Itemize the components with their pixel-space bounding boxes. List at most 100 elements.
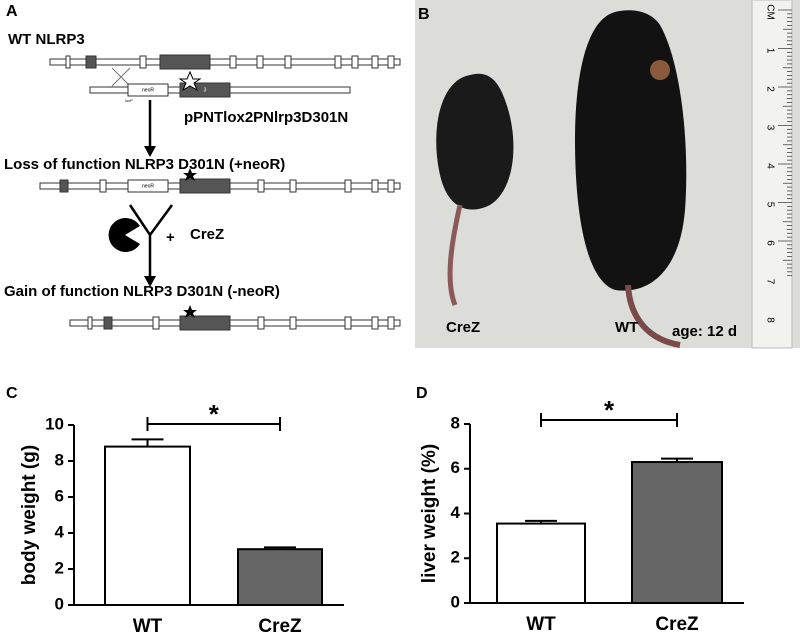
exon — [289, 179, 297, 193]
ruler-label: 8 — [764, 317, 775, 323]
plus-label: + — [166, 229, 175, 246]
y-tick-label: 0 — [55, 594, 64, 613]
panel-label: C — [6, 385, 18, 402]
exon — [387, 179, 395, 193]
gene-vector: neoR 3 loxP — [89, 70, 351, 103]
x-tick-label: WT — [133, 616, 163, 636]
exon — [103, 316, 113, 330]
y-tick-label: 4 — [55, 522, 65, 541]
mouse-tail — [625, 284, 681, 348]
exon — [229, 55, 237, 69]
y-tick-label: 8 — [55, 450, 64, 469]
bar — [237, 548, 323, 607]
exon — [139, 55, 147, 69]
arrowhead — [144, 146, 156, 157]
exon — [371, 316, 379, 330]
cre-icon — [108, 218, 140, 253]
neo-label: neoR — [142, 183, 154, 189]
bar — [496, 522, 586, 604]
diagram-label: Loss of function NLRP3 D301N (+neoR) — [4, 156, 285, 173]
panel-label: A — [6, 3, 18, 20]
lox-label: loxP — [125, 98, 133, 103]
exon — [289, 316, 297, 330]
exon — [371, 55, 379, 69]
exon — [334, 55, 342, 69]
ruler-label: 2 — [764, 86, 775, 92]
mouse-wt — [575, 10, 687, 291]
exon — [85, 55, 97, 69]
ruler-label: 3 — [764, 125, 775, 131]
y-axis-label: liver weight (%) — [419, 444, 440, 583]
significance-bracket — [146, 417, 281, 431]
bar — [631, 461, 723, 604]
ruler-label: 5 — [764, 202, 775, 208]
exon — [99, 179, 107, 193]
ruler-ticks: CM 1 2 3 4 5 6 7 8 — [764, 4, 792, 323]
y-tick-label: 10 — [45, 414, 64, 433]
gene-gain — [69, 305, 401, 331]
gene-line — [49, 58, 401, 66]
significance-label: * — [604, 395, 615, 425]
y-tick-label: 0 — [451, 592, 460, 611]
ruler — [751, 0, 793, 349]
y-tick-label: 6 — [55, 486, 64, 505]
mouse-crez — [436, 73, 514, 210]
y-tick-label: 6 — [451, 458, 460, 477]
exon — [257, 179, 265, 193]
exon — [256, 55, 264, 69]
ruler-label: 7 — [764, 279, 775, 285]
x-tick-label: CreZ — [258, 616, 302, 636]
x-tick-label: WT — [526, 614, 556, 635]
exon — [344, 179, 352, 193]
neo-cassette — [127, 179, 169, 193]
exon — [387, 316, 395, 330]
exon — [371, 179, 379, 193]
y-tick-label: 2 — [451, 548, 460, 567]
significance-bracket — [540, 413, 678, 427]
y-tick-label: 4 — [451, 503, 461, 522]
crossover — [111, 67, 131, 87]
neo-cassette — [127, 83, 169, 97]
neo-label: neoR — [142, 87, 154, 93]
photo-label: age: 12 d — [672, 323, 737, 340]
exon — [87, 316, 93, 330]
exon — [351, 55, 359, 69]
gene-loss: neoR — [39, 168, 401, 194]
cre-label: CreZ — [190, 226, 224, 243]
x-tick-label: CreZ — [655, 614, 699, 635]
exon-label: 3 — [204, 87, 207, 93]
photo-label: WT — [615, 319, 638, 336]
panel-label: D — [416, 385, 428, 402]
exon — [387, 55, 395, 69]
mouse-ear — [650, 60, 670, 80]
y-axis-label: body weight (g) — [19, 445, 40, 585]
exon — [257, 316, 265, 330]
y-tick-label: 8 — [451, 413, 460, 432]
panel-a: A WT NLRP3 neoR 3 loxP pPNT — [4, 3, 401, 331]
exon — [159, 54, 211, 70]
diagram-label: WT NLRP3 — [8, 31, 85, 48]
panel-b: CM 1 2 3 4 5 6 7 8 B CreZ WT age: 12 d — [415, 0, 800, 349]
exon — [152, 316, 160, 330]
exon — [179, 315, 231, 331]
exon — [65, 55, 71, 69]
mutation-star — [178, 70, 202, 92]
significance-label: * — [209, 399, 220, 429]
diagram-label: Gain of function NLRP3 D301N (-neoR) — [4, 283, 280, 300]
diagram-label: pPNTlox2PNlrp3D301N — [184, 109, 348, 126]
exon — [59, 179, 69, 193]
ruler-label: 1 — [764, 48, 775, 54]
bar — [104, 445, 191, 606]
gene-line — [69, 319, 401, 327]
ruler-label: CM — [764, 4, 775, 20]
ruler-label: 4 — [764, 163, 775, 169]
excision-arrow — [128, 204, 174, 278]
mutation-star — [183, 168, 197, 181]
exon — [344, 316, 352, 330]
arrowhead — [144, 276, 156, 287]
ruler-label: 6 — [764, 240, 775, 246]
gene-wt — [49, 54, 401, 70]
mouse-tail — [447, 204, 463, 306]
mutation-star — [183, 305, 197, 318]
